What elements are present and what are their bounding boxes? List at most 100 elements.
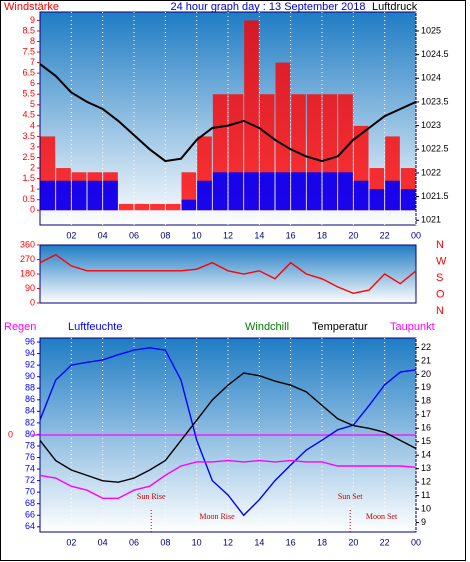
y-tick-label: 3.5 — [22, 131, 35, 141]
wind-bar — [71, 180, 87, 211]
y2-tick-label: 20 — [421, 369, 431, 379]
data-line — [39, 253, 417, 295]
y-tick-label: 4.5 — [22, 110, 35, 120]
wind-bar — [275, 172, 291, 211]
wind-bar — [306, 172, 322, 211]
x-tick-label: 20 — [348, 230, 358, 240]
x-tick-label: 20 — [348, 537, 358, 547]
x-tick-label: 18 — [317, 537, 327, 547]
wind-bar — [259, 172, 275, 211]
x-tick-label: 22 — [380, 537, 390, 547]
wind-bar — [369, 189, 385, 211]
y2-tick-label: 1024.5 — [421, 49, 449, 59]
x-tick-label: 18 — [317, 230, 327, 240]
y2-tick-label: 12 — [421, 477, 431, 487]
x-tick-label: 00 — [411, 230, 421, 240]
wind-bar — [228, 172, 244, 211]
wind-bar — [385, 180, 400, 211]
y2-tick-label: 15 — [421, 436, 431, 446]
event-label: Sun Set — [338, 492, 363, 501]
y-tick-label: 82 — [25, 417, 35, 427]
plot-area — [39, 11, 417, 226]
y2-tick-label: 9 — [421, 517, 426, 527]
x-tick-label: 04 — [98, 230, 108, 240]
y2-tick-label: 19 — [421, 382, 431, 392]
rain-tick-label: 0 — [8, 429, 13, 439]
wind-bar — [244, 20, 259, 211]
y-tick-label: 8 — [30, 36, 35, 46]
wind-bar — [40, 180, 56, 211]
y-tick-label: 6.5 — [22, 68, 35, 78]
wind-bar — [244, 172, 259, 211]
y2-tick-label: 1022 — [421, 167, 441, 177]
x-tick-label: 12 — [223, 230, 233, 240]
title: 24 hour graph day : 13 September 2018 — [170, 1, 365, 13]
x-tick-label: 10 — [192, 230, 202, 240]
wind-bar — [150, 203, 165, 211]
y-tick-label: 2.5 — [22, 152, 35, 162]
plot-area — [39, 244, 417, 304]
x-tick-label: 14 — [254, 537, 264, 547]
y-tick-label: 270 — [20, 254, 35, 264]
event-label: Sun Rise — [137, 492, 166, 501]
y2-tick-label: 1021 — [421, 215, 441, 225]
x-tick-label: 16 — [286, 230, 296, 240]
wind-bar — [322, 172, 338, 211]
y-tick-label: 0 — [30, 297, 35, 307]
x-tick-label: 22 — [380, 230, 390, 240]
direction-label: S — [436, 272, 443, 284]
y2-tick-label: 1023.5 — [421, 96, 449, 106]
wind-bar — [181, 199, 197, 211]
y2-tick-label: 13 — [421, 463, 431, 473]
y-tick-label: 1 — [30, 184, 35, 194]
y-tick-label: 9 — [30, 15, 35, 25]
y-tick-label: 84 — [25, 406, 35, 416]
y-tick-label: 72 — [25, 475, 35, 485]
legend-entry: Temperatur — [312, 321, 368, 333]
wind-bar — [291, 172, 306, 211]
legend-entry: Windchill — [245, 321, 289, 333]
data-line — [39, 459, 417, 499]
wind-bar — [197, 180, 212, 211]
y-tick-label: 66 — [25, 510, 35, 520]
direction-label: N — [436, 305, 444, 317]
y-tick-label: 5.5 — [22, 89, 35, 99]
right-label: Luftdruck — [372, 1, 418, 13]
y-tick-label: 76 — [25, 452, 35, 462]
x-tick-label: 06 — [129, 230, 139, 240]
x-tick-label: 16 — [286, 537, 296, 547]
y-tick-label: 0 — [30, 205, 35, 215]
y2-tick-label: 14 — [421, 450, 431, 460]
wind-bar — [87, 180, 103, 211]
wind-bar — [103, 180, 118, 211]
y-tick-label: 180 — [20, 268, 35, 278]
x-tick-label: 08 — [160, 537, 170, 547]
y-tick-label: 7 — [30, 57, 35, 67]
wind-bar — [165, 203, 181, 211]
y2-tick-label: 17 — [421, 409, 431, 419]
legend-entry: Regen — [4, 321, 36, 333]
direction-label: N — [436, 239, 444, 251]
y-tick-label: 94 — [25, 348, 35, 358]
y-tick-label: 360 — [20, 239, 35, 249]
y2-tick-label: 21 — [421, 355, 431, 365]
wind-bar — [56, 180, 71, 211]
y2-tick-label: 10 — [421, 503, 431, 513]
y-tick-label: 6 — [30, 78, 35, 88]
y-tick-label: 92 — [25, 360, 35, 370]
y2-tick-label: 1023 — [421, 120, 441, 130]
legend-entry: Luftfeuchte — [68, 321, 122, 333]
direction-label: W — [436, 255, 447, 267]
wind-bar — [212, 172, 228, 211]
y-tick-label: 5 — [30, 99, 35, 109]
y-tick-label: 8.5 — [22, 25, 35, 35]
x-tick-label: 06 — [129, 537, 139, 547]
y2-tick-label: 18 — [421, 396, 431, 406]
y-tick-label: 90 — [25, 371, 35, 381]
x-tick-label: 02 — [66, 537, 76, 547]
data-line — [39, 372, 417, 483]
left-label: Windstärke — [4, 1, 59, 13]
y-tick-label: 1.5 — [22, 173, 35, 183]
y-tick-label: 86 — [25, 394, 35, 404]
